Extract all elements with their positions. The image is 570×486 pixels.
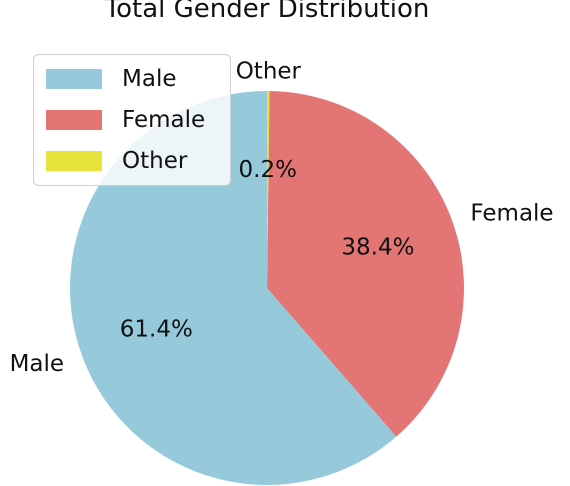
pct-label-other: 0.2% [239, 157, 297, 183]
pct-label-male: 61.4% [120, 316, 193, 342]
pie-slice-female [267, 91, 464, 437]
legend-label-female: Female [122, 107, 206, 133]
legend-label-other: Other [122, 148, 188, 174]
pct-label-female: 38.4% [341, 234, 414, 260]
legend-swatch-other [46, 151, 102, 171]
legend-label-male: Male [122, 66, 177, 92]
category-label-male: Male [10, 351, 64, 377]
chart-legend: Male Female Other [33, 54, 231, 186]
legend-swatch-female [46, 110, 102, 130]
category-label-female: Female [470, 200, 553, 226]
chart-title: Total Gender Distribution [104, 0, 430, 24]
legend-item-other: Other [46, 143, 187, 179]
legend-swatch-male [46, 69, 102, 89]
pie-slice-male [70, 91, 397, 486]
legend-item-male: Male [46, 61, 176, 97]
legend-item-female: Female [46, 102, 205, 138]
category-label-other: Other [236, 58, 302, 84]
pie-slice-other [267, 91, 270, 288]
